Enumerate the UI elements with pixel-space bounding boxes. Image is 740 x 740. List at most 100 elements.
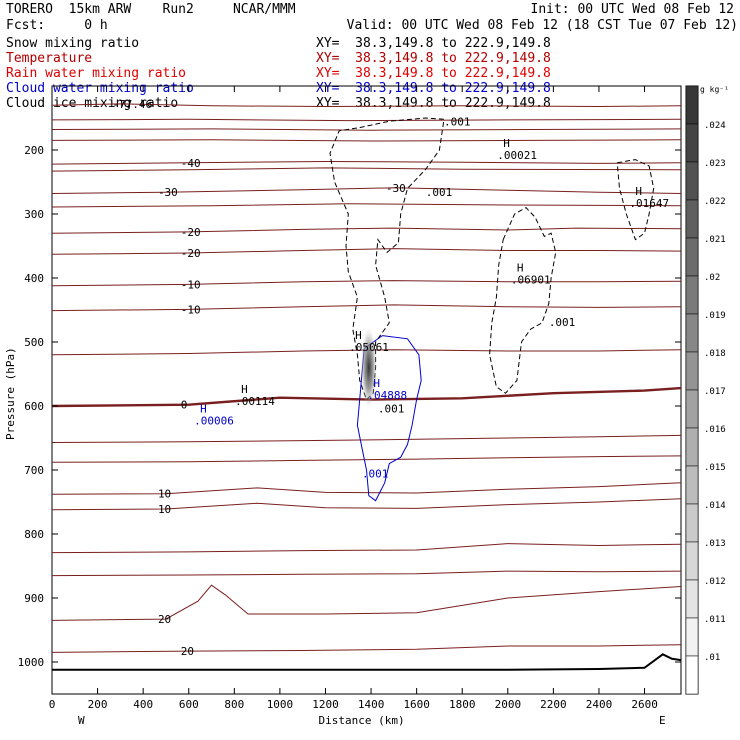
temperature-contour-label: -30 [386, 182, 406, 195]
x-tick-label: 2000 [495, 698, 522, 711]
y-axis-label: Pressure (hPa) [4, 347, 17, 440]
x-tick-label: 200 [88, 698, 108, 711]
snow-contour [489, 206, 557, 394]
temperature-contour [51, 118, 682, 122]
temperature-contour-label: 10 [158, 488, 171, 501]
maximum-marker: H [200, 402, 207, 415]
colorbar-cell [685, 465, 699, 505]
colorbar-tick-label: .019 [704, 311, 726, 321]
temperature-contour [51, 434, 682, 443]
y-tick-label: 1000 [18, 656, 44, 669]
maximum-marker: H [355, 329, 362, 342]
temperature-contour-label: -40 [181, 157, 201, 170]
colorbar-tick-label: .01 [704, 653, 720, 663]
y-tick-label: 300 [24, 208, 44, 221]
temperature-contour-label: 0 [181, 399, 188, 412]
colorbar-unit: g kg⁻¹ [700, 85, 729, 94]
maximum-value: .00021 [497, 149, 537, 162]
snow-contour-label: .001 [378, 402, 405, 415]
colorbar-cell [685, 123, 699, 163]
colorbar-cell [685, 389, 699, 429]
temperature-contour [51, 103, 682, 108]
header-valid: Valid: 00 UTC Wed 08 Feb 12 (18 CST Tue … [346, 18, 738, 33]
temperature-contour [51, 349, 682, 356]
header-init: Init: 00 UTC Wed 08 Feb 12 [530, 2, 735, 17]
colorbar-cell [685, 351, 699, 391]
colorbar-cell [685, 503, 699, 543]
temperature-contour [51, 203, 682, 208]
y-tick-label: 200 [24, 144, 44, 157]
temperature-contour-label: 10 [158, 503, 171, 516]
header-left-line2: Fcst: 0 h [6, 18, 108, 33]
colorbar-tick-label: .023 [704, 159, 726, 169]
cloud-water-contour [356, 335, 422, 502]
colorbar-cell [685, 313, 699, 353]
temperature-contour-label: -20 [181, 226, 201, 239]
maximum-value: .06901 [511, 274, 551, 287]
colorbar-tick-label: .015 [704, 463, 726, 473]
legend-entry-name: Snow mixing ratio [6, 36, 140, 51]
temperature-contour [51, 584, 682, 621]
x-tick-label: 400 [133, 698, 153, 711]
maximum-marker: H [241, 383, 248, 396]
x-axis-label: Distance (km) [319, 714, 405, 727]
terrain-line [52, 653, 682, 671]
x-end-label-west: W [78, 714, 85, 727]
colorbar-tick-label: .013 [704, 539, 726, 549]
colorbar-cell [685, 427, 699, 467]
x-tick-label: 2200 [540, 698, 567, 711]
colorbar-tick-label: .017 [704, 387, 726, 397]
temperature-contour [51, 280, 682, 287]
temperature-contour-label: -10 [181, 278, 201, 291]
x-tick-label: 1800 [449, 698, 476, 711]
legend-entry-name: Cloud ice mixing ratio [6, 96, 179, 111]
snow-maximum-shading [360, 327, 377, 408]
legend-entry-range: XY= 38.3,149.8 to 222.9,149.8 [316, 96, 551, 111]
temperature-contour [51, 187, 682, 194]
colorbar-tick-label: .02 [704, 273, 720, 283]
legend-entry-name: Cloud water mixing ratio [6, 81, 194, 96]
x-tick-label: 1200 [312, 698, 339, 711]
maximum-marker: H [635, 185, 642, 198]
temperature-contour-label: -30 [158, 186, 178, 199]
cloud-water-contour-label: .001 [362, 468, 389, 481]
temperature-contour-label: -77.46 [112, 98, 152, 111]
temperature-contour [51, 167, 682, 172]
y-tick-label: 800 [24, 528, 44, 541]
temperature-contour [51, 248, 682, 255]
y-tick-label: 500 [24, 336, 44, 349]
temperature-contour [51, 455, 682, 463]
colorbar-cell [685, 161, 699, 201]
legend-entry-range: XY= 38.3,149.8 to 222.9,149.8 [316, 51, 551, 66]
y-tick-label: 700 [24, 464, 44, 477]
maximum-marker: H [373, 377, 380, 390]
temperature-contour [51, 227, 682, 234]
y-tick-label: 400 [24, 272, 44, 285]
colorbar-tick-label: .024 [704, 121, 726, 131]
maximum-value: .04888 [367, 389, 407, 402]
legend-entry-range: XY= 38.3,149.8 to 222.9,149.8 [316, 66, 551, 81]
temperature-contour [51, 498, 682, 511]
snow-contour-label: .001 [549, 316, 576, 329]
snow-contour-label: .001 [444, 116, 471, 129]
colorbar-tick-label: .018 [704, 349, 726, 359]
colorbar-cell [685, 275, 699, 315]
temperature-contour [51, 482, 682, 495]
x-tick-label: 0 [49, 698, 56, 711]
snow-contour [329, 117, 445, 401]
x-tick-label: 2400 [586, 698, 613, 711]
maximum-value: .00114 [235, 395, 275, 408]
temperature-contour [51, 304, 682, 312]
snow-contour [616, 159, 655, 241]
maximum-value: .01647 [629, 197, 669, 210]
legend-entry-name: Temperature [6, 51, 93, 66]
temperature-contour [51, 128, 682, 131]
colorbar-cell [685, 237, 699, 277]
legend-entry-name: Rain water mixing ratio [6, 66, 187, 81]
temperature-contour-label: -10 [181, 303, 201, 316]
x-tick-label: 800 [224, 698, 244, 711]
colorbar-cell [685, 579, 699, 619]
temperature-contour [51, 570, 682, 577]
x-end-label-east: E [659, 714, 666, 727]
colorbar-cell [685, 655, 699, 695]
